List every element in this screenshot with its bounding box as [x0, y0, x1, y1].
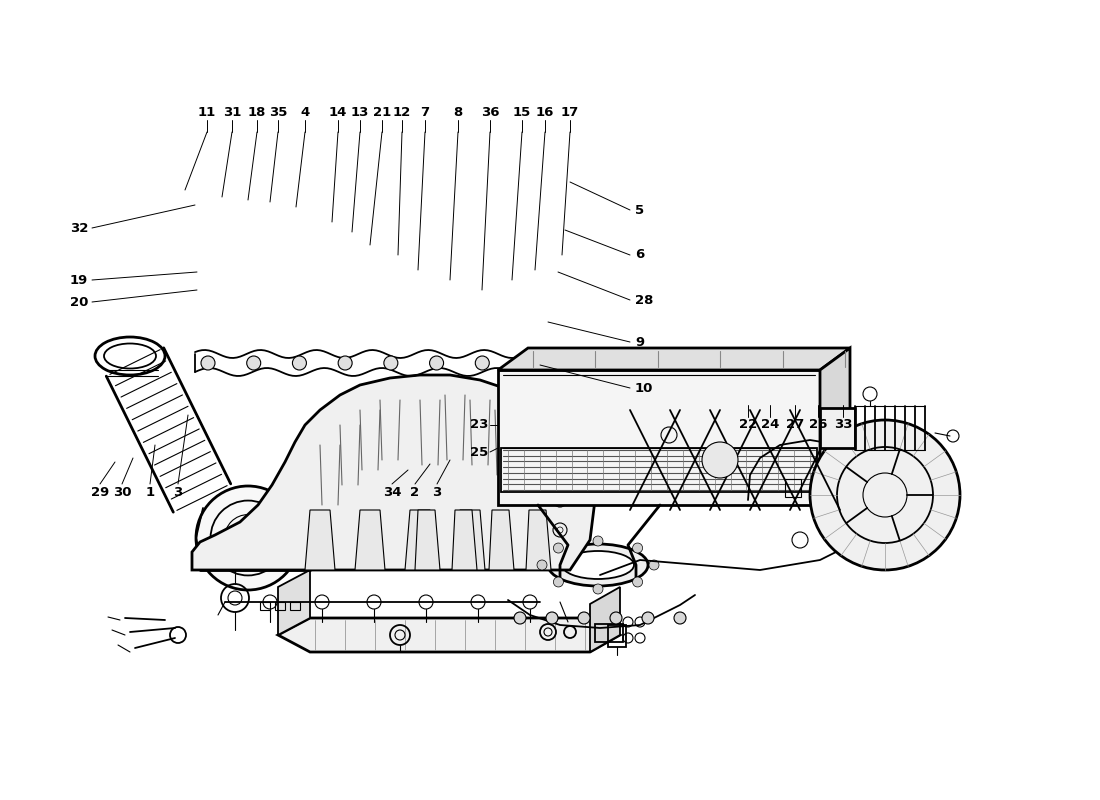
- Circle shape: [196, 486, 300, 590]
- Text: 17: 17: [561, 106, 579, 118]
- Circle shape: [521, 356, 535, 370]
- Circle shape: [338, 356, 352, 370]
- Polygon shape: [278, 570, 310, 635]
- Circle shape: [578, 612, 590, 624]
- Text: 7: 7: [420, 106, 430, 118]
- Polygon shape: [526, 510, 551, 570]
- Bar: [290, 602, 300, 610]
- Ellipse shape: [356, 401, 384, 419]
- Circle shape: [201, 356, 214, 370]
- Polygon shape: [278, 618, 620, 652]
- Circle shape: [649, 560, 659, 570]
- Ellipse shape: [466, 391, 494, 409]
- Text: 25: 25: [470, 446, 488, 458]
- Polygon shape: [498, 348, 850, 370]
- Ellipse shape: [562, 551, 634, 579]
- Text: 23: 23: [470, 418, 488, 431]
- Circle shape: [632, 577, 642, 587]
- Circle shape: [593, 584, 603, 594]
- Circle shape: [430, 356, 443, 370]
- Ellipse shape: [416, 391, 444, 409]
- Text: 9: 9: [635, 335, 645, 349]
- Text: 11: 11: [198, 106, 216, 118]
- Circle shape: [553, 543, 563, 553]
- Circle shape: [475, 356, 490, 370]
- Circle shape: [537, 560, 547, 570]
- Text: 5: 5: [635, 203, 645, 217]
- Circle shape: [674, 612, 686, 624]
- Polygon shape: [540, 390, 575, 425]
- Circle shape: [293, 356, 307, 370]
- Text: 18: 18: [248, 106, 266, 118]
- Text: 1: 1: [145, 486, 155, 498]
- Circle shape: [632, 543, 642, 553]
- Circle shape: [246, 356, 261, 370]
- Ellipse shape: [104, 343, 156, 369]
- Text: 33: 33: [834, 418, 852, 431]
- Ellipse shape: [548, 544, 648, 586]
- Text: 8: 8: [453, 106, 463, 118]
- Polygon shape: [498, 370, 820, 505]
- Circle shape: [810, 420, 960, 570]
- Text: 15: 15: [513, 106, 531, 118]
- Polygon shape: [455, 510, 485, 570]
- Text: 31: 31: [223, 106, 241, 118]
- Text: 27: 27: [785, 418, 804, 431]
- Text: 34: 34: [383, 486, 402, 498]
- Text: 16: 16: [536, 106, 554, 118]
- Polygon shape: [192, 375, 595, 570]
- Circle shape: [610, 612, 621, 624]
- Bar: [820, 408, 855, 448]
- Circle shape: [553, 577, 563, 587]
- Circle shape: [642, 612, 654, 624]
- Text: 10: 10: [635, 382, 653, 394]
- Bar: [785, 479, 801, 497]
- Text: 26: 26: [808, 418, 827, 431]
- Polygon shape: [490, 510, 514, 570]
- Text: 3: 3: [432, 486, 441, 498]
- Bar: [608, 625, 626, 647]
- Text: 36: 36: [481, 106, 499, 118]
- Ellipse shape: [336, 416, 364, 434]
- Text: 6: 6: [635, 249, 645, 262]
- Bar: [500, 448, 817, 492]
- Polygon shape: [415, 510, 440, 570]
- Polygon shape: [355, 510, 385, 570]
- Polygon shape: [405, 510, 435, 570]
- Polygon shape: [452, 510, 477, 570]
- Text: 22: 22: [739, 418, 757, 431]
- Ellipse shape: [316, 436, 344, 454]
- Text: 24: 24: [761, 418, 779, 431]
- Text: 14: 14: [329, 106, 348, 118]
- Bar: [260, 602, 270, 610]
- Ellipse shape: [491, 401, 519, 419]
- Circle shape: [514, 612, 526, 624]
- Polygon shape: [820, 348, 850, 505]
- Circle shape: [384, 356, 398, 370]
- Text: 19: 19: [69, 274, 88, 286]
- Text: 20: 20: [69, 295, 88, 309]
- Ellipse shape: [376, 391, 404, 409]
- Circle shape: [546, 612, 558, 624]
- Text: 30: 30: [112, 486, 131, 498]
- Text: 28: 28: [635, 294, 653, 306]
- Bar: [275, 602, 285, 610]
- Text: 2: 2: [410, 486, 419, 498]
- Text: 3: 3: [174, 486, 183, 498]
- Circle shape: [593, 536, 603, 546]
- Text: 35: 35: [268, 106, 287, 118]
- Text: 13: 13: [351, 106, 370, 118]
- Ellipse shape: [441, 386, 469, 404]
- Text: 4: 4: [300, 106, 309, 118]
- Bar: [595, 624, 623, 642]
- Text: 29: 29: [91, 486, 109, 498]
- Text: 32: 32: [69, 222, 88, 234]
- Text: 12: 12: [393, 106, 411, 118]
- Text: 21: 21: [373, 106, 392, 118]
- Polygon shape: [305, 510, 336, 570]
- Circle shape: [702, 442, 738, 478]
- Polygon shape: [590, 587, 620, 652]
